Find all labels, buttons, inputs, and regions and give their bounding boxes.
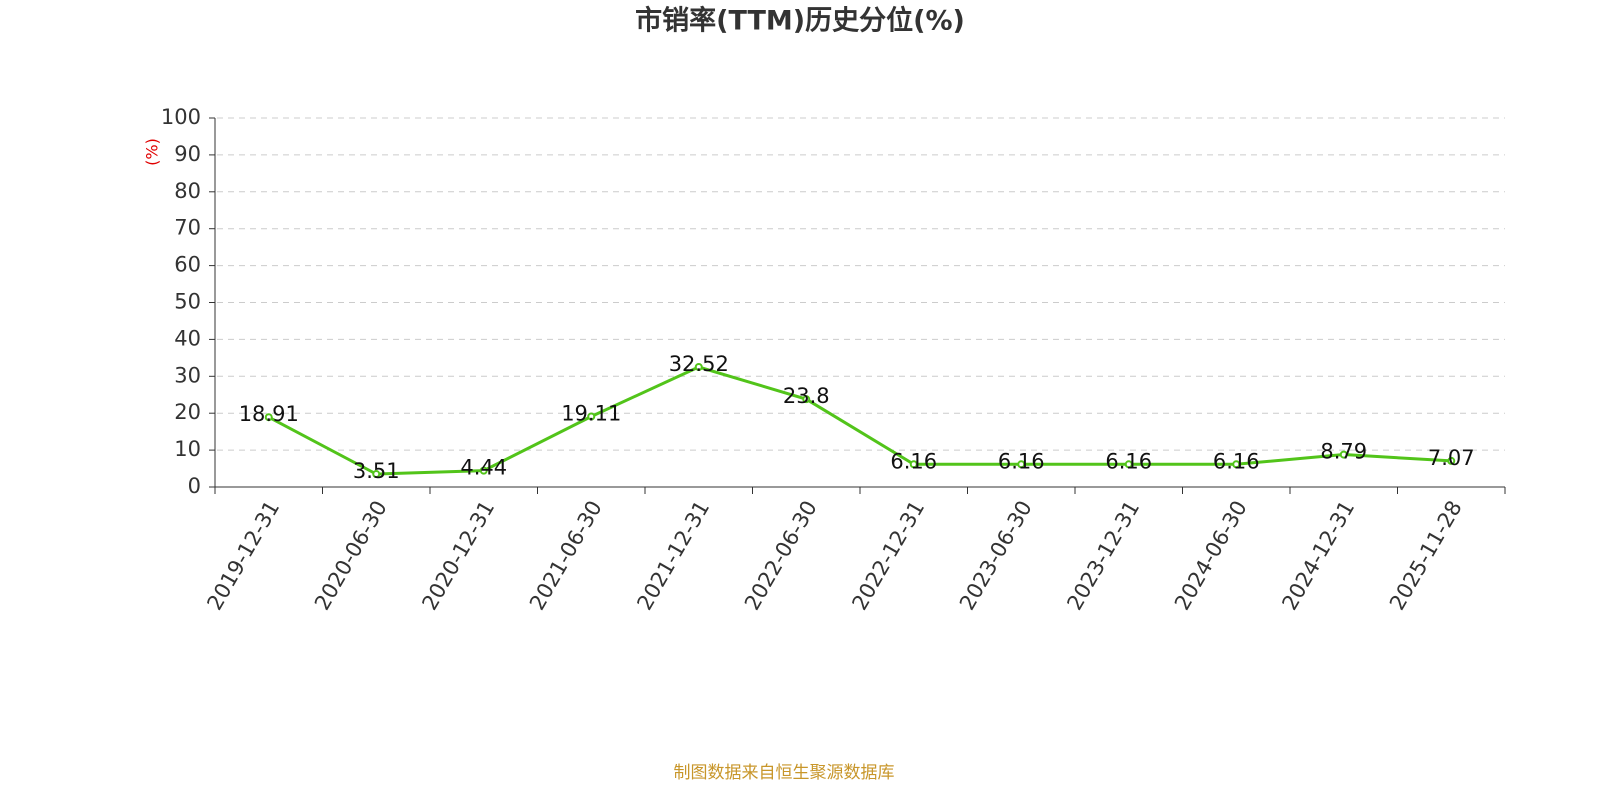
x-tick-label: 2023-06-30: [955, 497, 1037, 615]
data-label: 4.44: [460, 456, 507, 480]
x-tick-label: 2021-06-30: [525, 497, 607, 615]
x-tick-label: 2020-12-31: [417, 497, 499, 615]
point: [1447, 456, 1456, 465]
point: [479, 466, 488, 475]
y-tick-label: 90: [174, 142, 201, 166]
data-label: 19.11: [561, 401, 621, 425]
y-axis-label: (%): [143, 138, 162, 166]
y-tick-label: 20: [174, 400, 201, 424]
data-label: 23.8: [783, 384, 830, 408]
x-tick-label: 2023-12-31: [1062, 497, 1144, 615]
point: [694, 363, 703, 372]
x-tick-label: 2024-06-30: [1170, 497, 1252, 615]
data-label: 6.16: [1213, 449, 1260, 473]
y-tick-label: 10: [174, 437, 201, 461]
data-label: 18.91: [239, 402, 299, 426]
y-tick-label: 30: [174, 363, 201, 387]
data-label: 6.16: [890, 449, 937, 473]
source-note: 制图数据来自恒生聚源数据库: [674, 763, 895, 783]
y-tick-label: 100: [161, 105, 201, 129]
x-tick-label: 2025-11-28: [1385, 497, 1467, 615]
chart-title: 市销率(TTM)历史分位(%): [635, 5, 965, 37]
point: [1017, 460, 1026, 469]
point: [802, 395, 811, 404]
point: [1124, 460, 1133, 469]
point: [372, 470, 381, 479]
data-label: 6.16: [998, 449, 1045, 473]
x-tick-label: 2019-12-31: [202, 497, 284, 615]
point: [909, 460, 918, 469]
x-tick-label: 2022-12-31: [847, 497, 929, 615]
x-tick-label: 2022-06-30: [740, 497, 822, 615]
point: [1232, 460, 1241, 469]
y-tick-label: 80: [174, 179, 201, 203]
data-label: 6.16: [1105, 449, 1152, 473]
y-tick-label: 40: [174, 326, 201, 350]
x-tick-label: 2020-06-30: [310, 497, 392, 615]
data-label: 7.07: [1428, 446, 1475, 470]
data-label: 32.52: [669, 352, 729, 376]
point: [264, 413, 273, 422]
data-label: 3.51: [353, 459, 400, 483]
data-label: 8.79: [1320, 440, 1367, 464]
y-tick-label: 70: [174, 216, 201, 240]
point: [1339, 450, 1348, 459]
y-tick-label: 60: [174, 253, 201, 277]
y-tick-label: 50: [174, 290, 201, 314]
point: [587, 412, 596, 421]
y-tick-label: 0: [188, 474, 201, 498]
x-tick-label: 2021-12-31: [632, 497, 714, 615]
x-tick-label: 2024-12-31: [1277, 497, 1359, 615]
line: [268, 365, 1452, 476]
